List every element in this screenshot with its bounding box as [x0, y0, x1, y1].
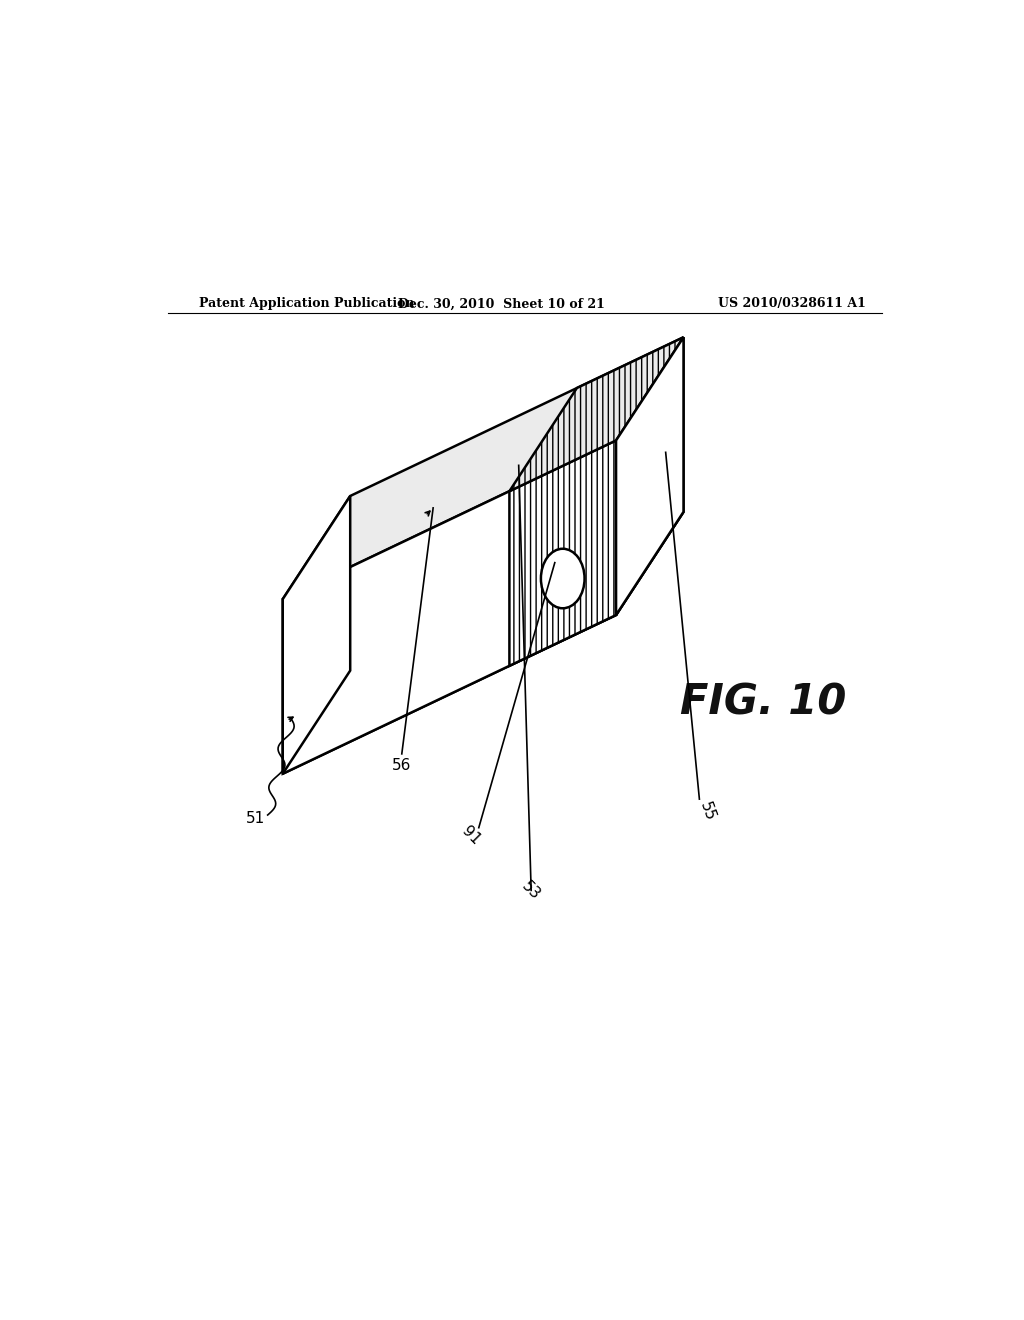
Polygon shape [509, 441, 616, 665]
Text: 51: 51 [246, 812, 264, 826]
Polygon shape [283, 496, 350, 774]
Polygon shape [616, 337, 684, 615]
Polygon shape [283, 337, 684, 599]
Text: FIG. 10: FIG. 10 [680, 681, 846, 723]
Ellipse shape [541, 549, 585, 609]
Polygon shape [283, 441, 616, 774]
Text: Patent Application Publication: Patent Application Publication [200, 297, 415, 310]
Polygon shape [616, 337, 684, 615]
Text: 56: 56 [392, 758, 412, 774]
Text: 55: 55 [697, 800, 718, 822]
Text: US 2010/0328611 A1: US 2010/0328611 A1 [718, 297, 866, 310]
Text: 91: 91 [459, 824, 483, 847]
Polygon shape [283, 512, 684, 774]
Text: Dec. 30, 2010  Sheet 10 of 21: Dec. 30, 2010 Sheet 10 of 21 [397, 297, 604, 310]
Text: 53: 53 [519, 878, 544, 903]
Polygon shape [509, 337, 684, 491]
